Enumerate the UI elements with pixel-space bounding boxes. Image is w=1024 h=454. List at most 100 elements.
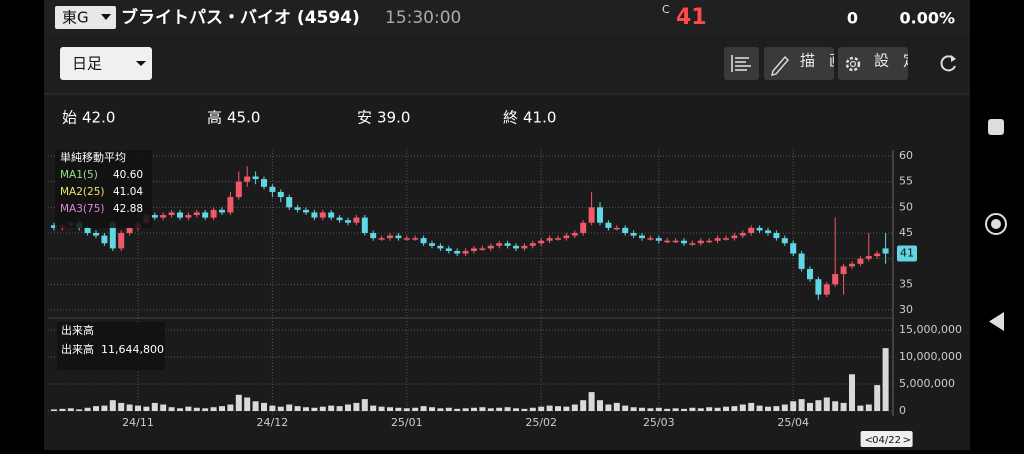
candle-body [697, 240, 704, 244]
candle-body [874, 253, 881, 257]
draw-button[interactable]: 描画 [764, 47, 858, 80]
volume-bar [126, 404, 133, 411]
candle-body [529, 243, 536, 246]
y-tick-label: 15,000,000 [899, 323, 962, 336]
volume-bar [261, 402, 267, 411]
volume-bar [672, 408, 679, 411]
volume-bar [773, 406, 780, 411]
cursor-arrow: > [903, 435, 911, 446]
volume-bar [67, 408, 74, 411]
candle-body [723, 238, 729, 240]
candle-body [462, 250, 469, 254]
volume-bar [193, 407, 200, 411]
nav-home[interactable] [985, 213, 1007, 235]
volume-bar [269, 405, 276, 411]
candle-body [361, 217, 368, 233]
volume-bar [286, 404, 293, 411]
header-bar [44, 0, 970, 36]
candle-body [420, 238, 427, 244]
volume-bar [865, 404, 872, 411]
candle-body [714, 238, 721, 241]
volume-bar [529, 407, 536, 411]
settings-button[interactable]: 設定 [838, 47, 932, 80]
candle-body [412, 238, 419, 240]
volume-bar [454, 408, 461, 411]
candle-body [445, 248, 452, 251]
volume-bar [664, 408, 671, 411]
y-tick-label: 10,000,000 [899, 350, 962, 363]
volume-bar [244, 397, 251, 411]
volume-bar [101, 405, 108, 411]
volume-bar [756, 405, 763, 411]
pencil-icon [771, 55, 789, 76]
candle-body [513, 245, 519, 249]
ohlc-value: 45.0 [227, 109, 260, 127]
candle-body [235, 181, 242, 198]
volume-bar [790, 401, 797, 411]
candle-body [647, 238, 654, 240]
volume-bar [647, 408, 654, 411]
volume-bar [294, 406, 301, 411]
candle-body [118, 233, 125, 249]
volume-bar [202, 408, 209, 411]
candle-body [504, 243, 511, 246]
volume-bar [151, 402, 158, 411]
candle-body [93, 233, 99, 236]
list-icon [731, 55, 751, 72]
volume-bar [714, 407, 721, 411]
candle-body [555, 238, 561, 240]
candle-body [403, 238, 410, 240]
volume-bar [210, 407, 217, 411]
candle-body [563, 235, 570, 239]
date-cursor-label: 04/22 [872, 435, 901, 446]
refresh-icon [940, 55, 956, 72]
y-tick-label: 45 [899, 226, 913, 239]
candle-body [655, 238, 662, 241]
volume-bar [168, 407, 175, 411]
candle-body [790, 243, 797, 254]
period-select[interactable] [60, 47, 152, 80]
volume-bar [445, 407, 452, 411]
volume-bar [807, 402, 813, 411]
volume-bar [84, 407, 91, 411]
y-tick-label: 50 [899, 200, 913, 213]
refresh-arrow [951, 55, 956, 62]
volume-legend-name: 出来高 [61, 342, 94, 356]
candle-body [781, 238, 788, 244]
volume-bar [681, 408, 687, 411]
volume-bar [311, 407, 318, 411]
nav-back[interactable] [989, 312, 1004, 331]
volume-bar [571, 404, 578, 411]
volume-bar [59, 408, 66, 411]
price-prefix: C [662, 3, 670, 16]
refresh-button[interactable] [940, 55, 956, 72]
candle-body [370, 233, 377, 239]
volume-bar [420, 406, 427, 411]
x-tick-label: 24/11 [122, 416, 154, 429]
ohlc-label: 安 [357, 109, 372, 127]
volume-legend-box [57, 322, 165, 370]
x-tick-label: 24/12 [257, 416, 289, 429]
candle-body [605, 222, 612, 228]
volume-bar [219, 406, 225, 411]
market-select[interactable] [55, 6, 116, 29]
candle-body [202, 212, 209, 218]
candle-body [706, 240, 713, 243]
candle-body [303, 209, 309, 213]
candle-body [849, 263, 855, 267]
nav-recents[interactable] [988, 119, 1004, 135]
volume-bar [227, 404, 234, 411]
list-button[interactable] [724, 47, 759, 80]
volume-legend-title: 出来高 [61, 323, 94, 337]
candle-body [277, 191, 284, 198]
volume-bar [655, 407, 662, 411]
volume-bar [487, 408, 494, 411]
button-bg [838, 47, 908, 80]
candle-body [832, 274, 839, 285]
volume-bar [235, 394, 242, 411]
candle-body [471, 248, 477, 251]
candle-body [101, 235, 108, 244]
volume-bar [93, 406, 99, 411]
candle-body [429, 243, 435, 246]
ohlc-row: 始 42.0 高 45.0 安 39.0 終 41.0 [62, 109, 556, 127]
